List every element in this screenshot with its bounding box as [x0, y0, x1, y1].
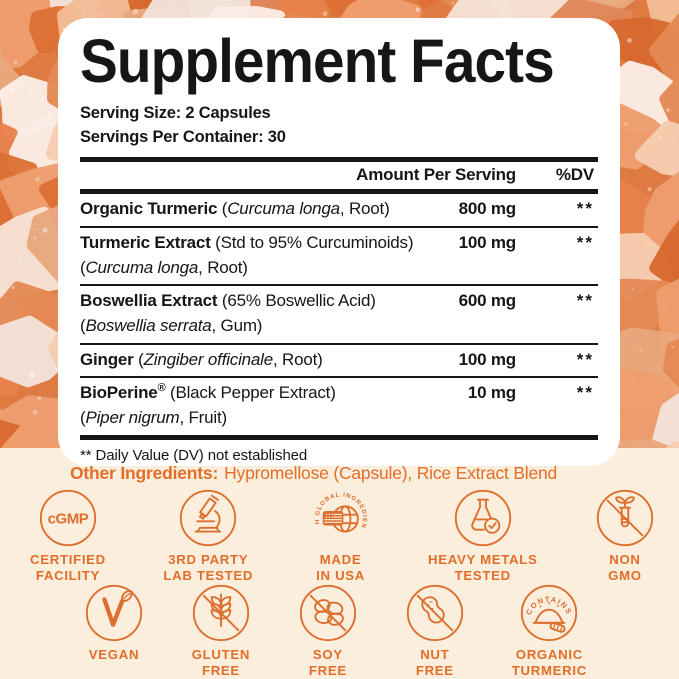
- other-ingredients-line: Other Ingredients: Hypromellose (Capsule)…: [70, 463, 659, 484]
- ingredient-name: BioPerine® (Black Pepper Extract) (Piper …: [80, 382, 336, 427]
- svg-text:cGMP: cGMP: [48, 511, 89, 528]
- ingredient-name: Turmeric Extract (Std to 95% Curcuminoid…: [80, 233, 414, 277]
- divider-thick: [80, 434, 598, 440]
- amount-value: 100 mg: [458, 233, 517, 253]
- table-header: Amount Per Serving %DV: [80, 162, 598, 189]
- amount-value: 10 mg: [467, 383, 516, 403]
- amount-value: 600 mg: [458, 291, 517, 311]
- dv-footnote: ** Daily Value (DV) not established: [80, 446, 308, 464]
- panel-title: Supplement Facts: [80, 27, 555, 95]
- ingredient-row: Organic Turmeric (Curcuma longa, Root) 80…: [80, 194, 598, 226]
- badges-row-1: cGMP CERTIFIED FACILITY 3RD PARTY LAB TESTED…: [30, 488, 655, 585]
- badge-soy-free: SOY FREE: [298, 583, 358, 679]
- badge-nut-free: NUT FREE: [405, 583, 465, 679]
- badge-gluten-free: GLUTEN FREE: [191, 583, 251, 679]
- badge-vegan: VEGAN: [84, 583, 144, 663]
- badge-label: ORGANIC TURMERIC: [511, 647, 587, 679]
- gluten-free-icon: [191, 583, 251, 643]
- soy-free-icon: [298, 583, 358, 643]
- badge-label: GLUTEN FREE: [191, 647, 251, 679]
- dv-value: **: [576, 349, 594, 369]
- organic-turmeric-icon: CONTAINS: [519, 583, 579, 643]
- dv-value: **: [576, 291, 594, 311]
- nut-free-icon: [405, 583, 465, 643]
- ingredient-row: Turmeric Extract (Std to 95% Curcuminoid…: [80, 226, 598, 284]
- badge-label: NON GMO: [608, 552, 642, 584]
- microscope-icon: [178, 488, 238, 548]
- badges-row-2: VEGAN GLUTEN FREE SOY FREE NUT FREE CONTAINS ORG…: [84, 583, 587, 679]
- amount-value: 800 mg: [458, 199, 517, 219]
- badge-microscope: 3RD PARTY LAB TESTED: [163, 488, 253, 585]
- supplement-facts-panel: Supplement Facts Serving Size: 2 Capsule…: [58, 18, 620, 466]
- badge-label: HEAVY METALS TESTED: [428, 552, 538, 584]
- amount-per-serving-header: Amount Per Serving: [356, 165, 516, 185]
- ingredient-row: Ginger (Zingiber officinale, Root) 100 mg…: [80, 342, 598, 377]
- badge-label: 3RD PARTY LAB TESTED: [163, 552, 254, 584]
- globe-flag-icon: WITH GLOBAL INGREDIENTS: [311, 488, 371, 548]
- ingredient-row: BioPerine® (Black Pepper Extract) (Piper …: [80, 376, 598, 434]
- badge-non-gmo: NON GMO: [595, 488, 655, 585]
- badge-label: CERTIFIED FACILITY: [30, 552, 106, 584]
- vegan-icon: [84, 583, 144, 643]
- ingredient-table: Organic Turmeric (Curcuma longa, Root) 80…: [80, 194, 598, 434]
- flask-check-icon: [453, 488, 513, 548]
- badge-label: VEGAN: [88, 647, 140, 662]
- servings-per-container: Servings Per Container: 30: [80, 128, 286, 147]
- cgmp-icon: cGMP: [38, 488, 98, 548]
- dv-value: **: [576, 233, 594, 253]
- other-ingredients-label: Other Ingredients:: [70, 463, 219, 483]
- ingredient-name: Boswellia Extract (65% Boswellic Acid) (B…: [80, 291, 376, 335]
- non-gmo-icon: [595, 488, 655, 548]
- ingredient-name: Organic Turmeric (Curcuma longa, Root): [80, 199, 390, 219]
- dv-value: **: [576, 383, 594, 403]
- badge-label: NUT FREE: [415, 647, 454, 679]
- svg-text:CONTAINS: CONTAINS: [524, 595, 574, 617]
- badge-label: SOY FREE: [308, 647, 347, 679]
- divider-thick: [80, 157, 598, 163]
- badge-flask-check: HEAVY METALS TESTED: [428, 488, 538, 585]
- other-ingredients-text: Hypromellose (Capsule), Rice Extract Ble…: [224, 463, 558, 483]
- serving-size: Serving Size: 2 Capsules: [80, 104, 271, 123]
- badge-cgmp: cGMP CERTIFIED FACILITY: [30, 488, 106, 585]
- ingredient-row: Boswellia Extract (65% Boswellic Acid) (B…: [80, 284, 598, 342]
- divider-thick: [80, 189, 598, 195]
- dv-value: **: [576, 199, 594, 219]
- ingredient-name: Ginger (Zingiber officinale, Root): [80, 349, 323, 369]
- badge-organic-turmeric: CONTAINS ORGANIC TURMERIC: [512, 583, 587, 679]
- badge-label: MADE IN USA: [316, 552, 366, 584]
- amount-value: 100 mg: [458, 349, 517, 369]
- dv-header: %DV: [555, 165, 594, 185]
